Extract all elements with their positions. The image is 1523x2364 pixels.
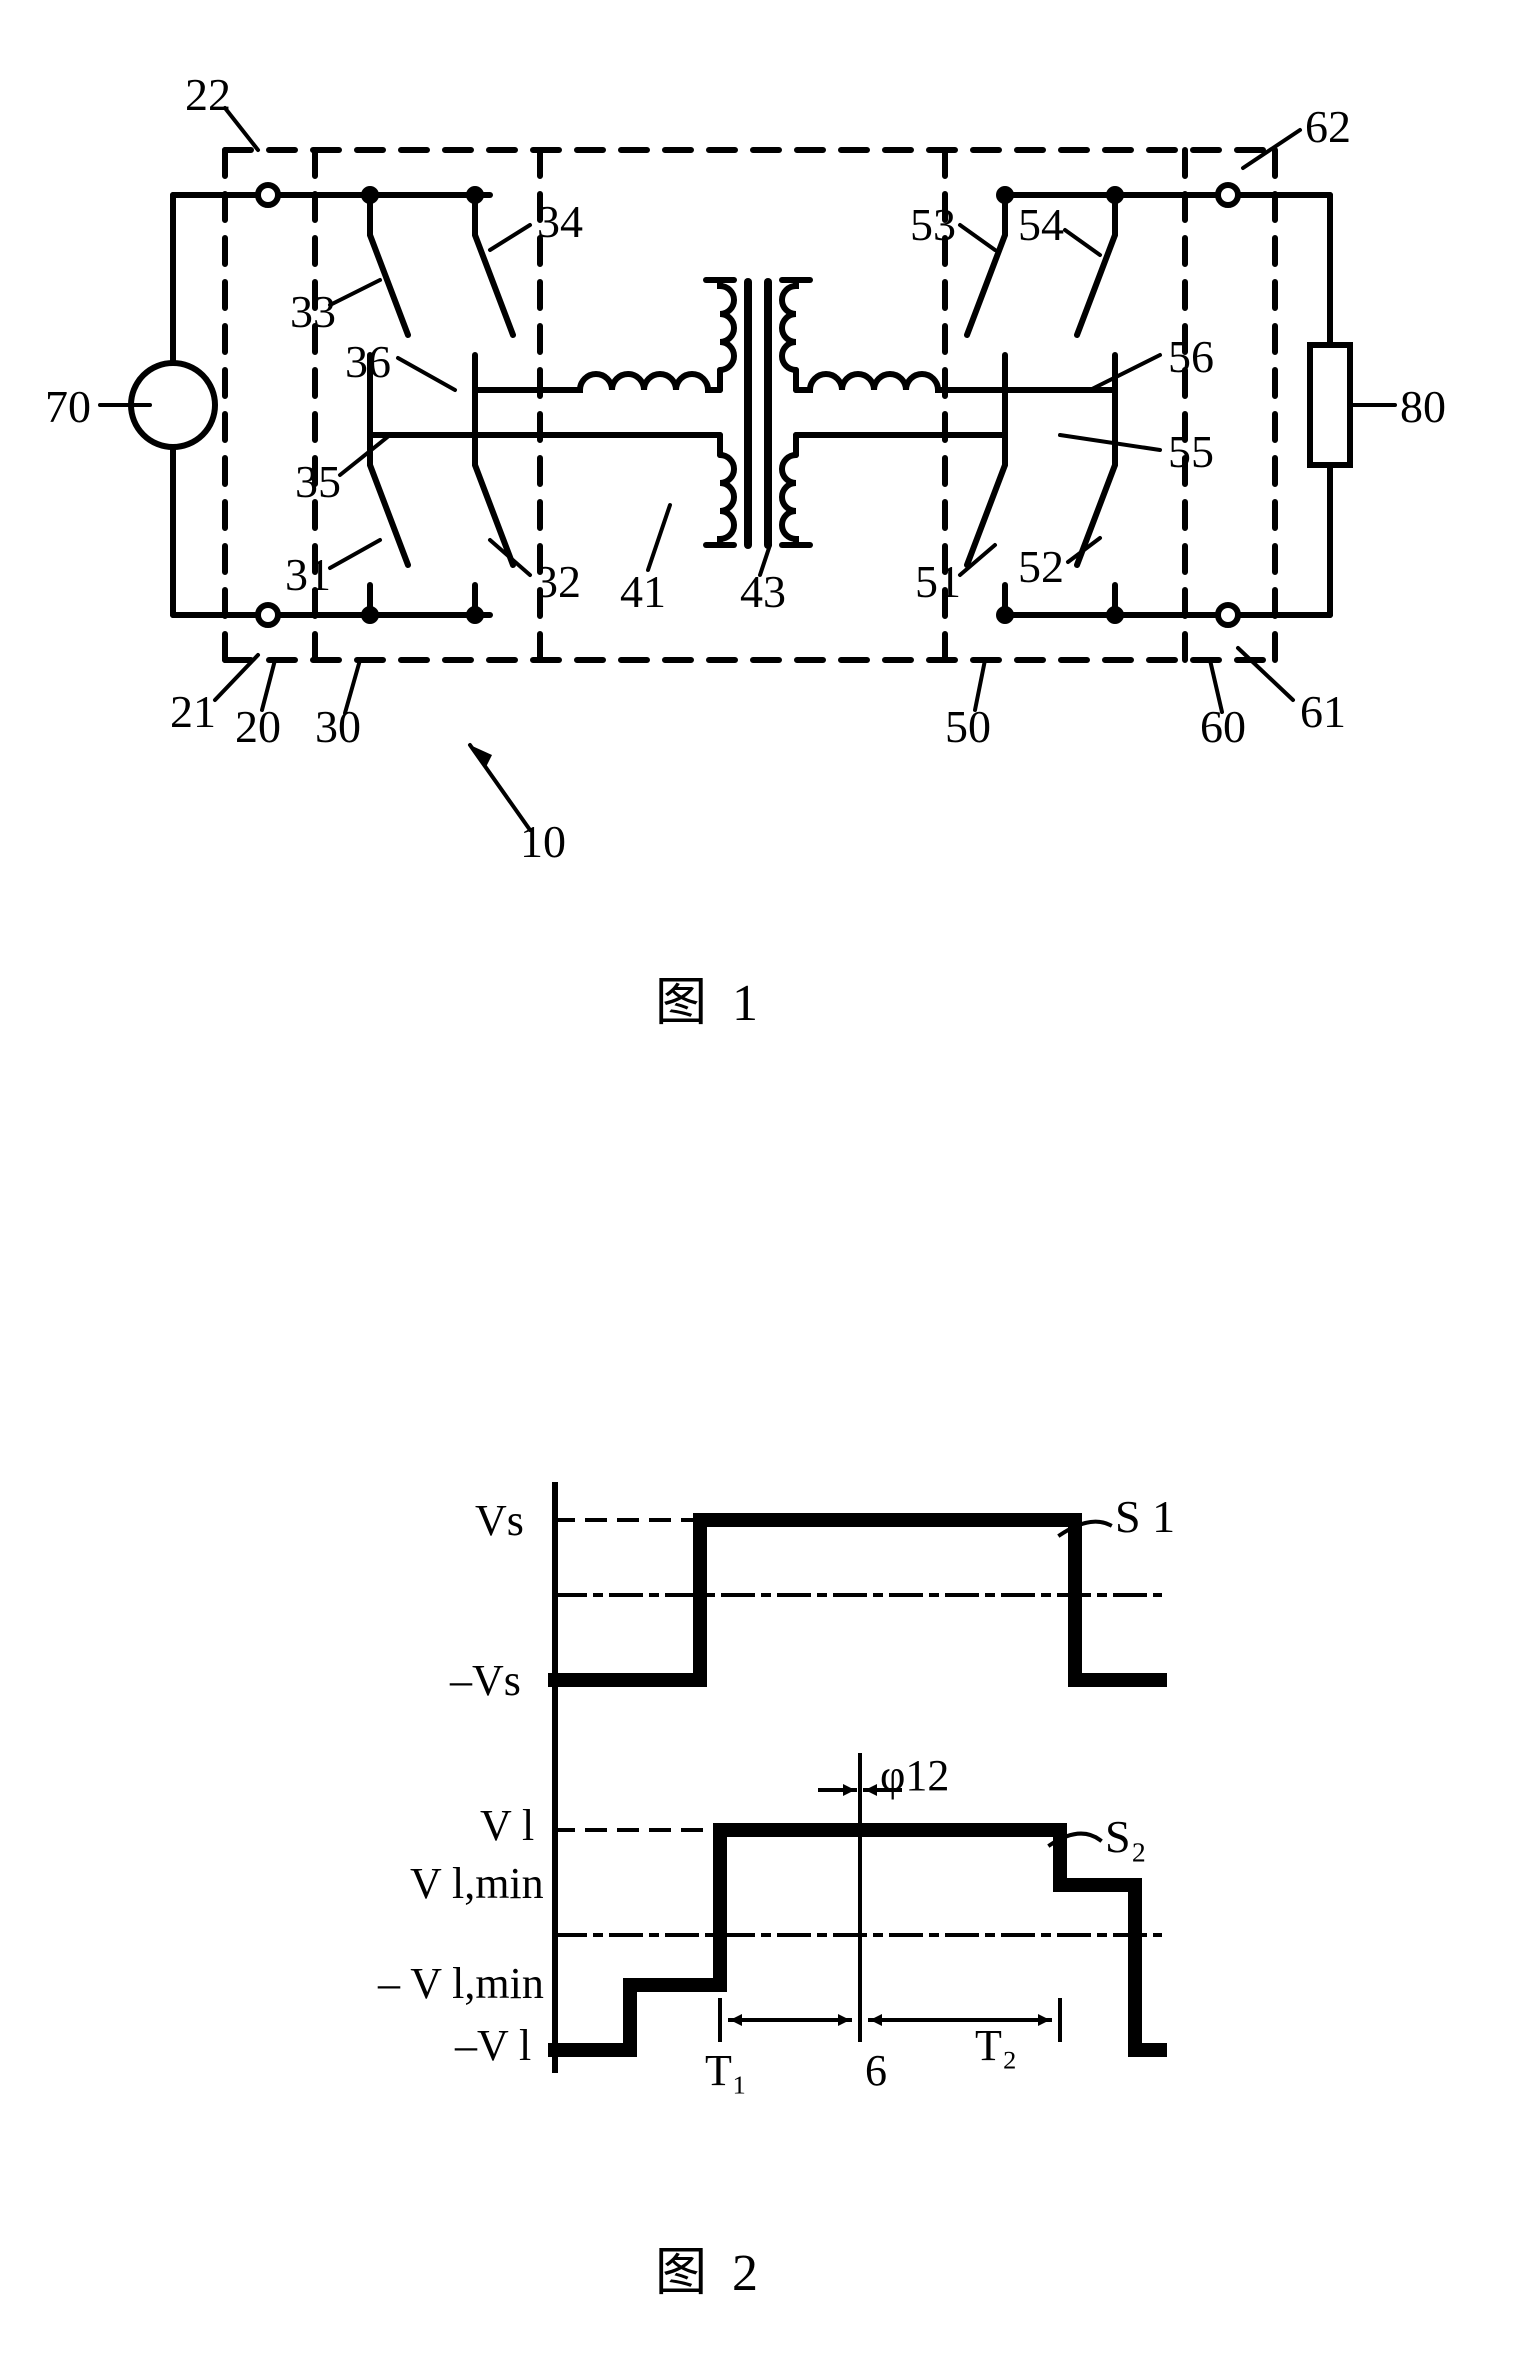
label-10: 10 <box>520 815 566 868</box>
label-36: 36 <box>345 335 391 388</box>
figure-2-caption: 图 2 <box>655 2230 764 2305</box>
label-56: 56 <box>1168 330 1214 383</box>
label-54: 54 <box>1018 198 1064 251</box>
label-6: 6 <box>865 2045 887 2096</box>
label-34: 34 <box>537 195 583 248</box>
label-50: 50 <box>945 700 991 753</box>
label-60: 60 <box>1200 700 1246 753</box>
label-52: 52 <box>1018 540 1064 593</box>
axis-mVl: –V l <box>455 2020 531 2071</box>
label-T1: T₁ <box>705 2045 747 2096</box>
label-phi: φ12 <box>880 1750 949 1801</box>
label-51: 51 <box>915 555 961 608</box>
axis-mVlmin: – V l,min <box>378 1958 544 2009</box>
label-80: 80 <box>1400 380 1446 433</box>
axis-Vlmin: V l,min <box>410 1858 544 1909</box>
label-55: 55 <box>1168 425 1214 478</box>
axis-Vs: Vs <box>475 1495 524 1546</box>
label-62: 62 <box>1305 100 1351 153</box>
label-70: 70 <box>45 380 91 433</box>
label-30: 30 <box>315 700 361 753</box>
label-53: 53 <box>910 198 956 251</box>
label-S2: S₂ <box>1105 1810 1147 1863</box>
label-43: 43 <box>740 565 786 618</box>
axis-Vl: V l <box>480 1800 534 1851</box>
figure-1-caption: 图 1 <box>655 960 764 1035</box>
axis-mVs: –Vs <box>450 1655 521 1706</box>
label-41: 41 <box>620 565 666 618</box>
label-22: 22 <box>185 68 231 121</box>
label-61: 61 <box>1300 685 1346 738</box>
label-21: 21 <box>170 685 216 738</box>
label-32: 32 <box>535 555 581 608</box>
label-S1: S 1 <box>1115 1490 1175 1543</box>
label-35: 35 <box>295 455 341 508</box>
label-33: 33 <box>290 285 336 338</box>
label-31: 31 <box>285 548 331 601</box>
figure-1-circuit <box>0 0 1523 1050</box>
figure-2-waveforms <box>0 1350 1523 2250</box>
label-20: 20 <box>235 700 281 753</box>
label-T2: T₂ <box>975 2020 1017 2071</box>
